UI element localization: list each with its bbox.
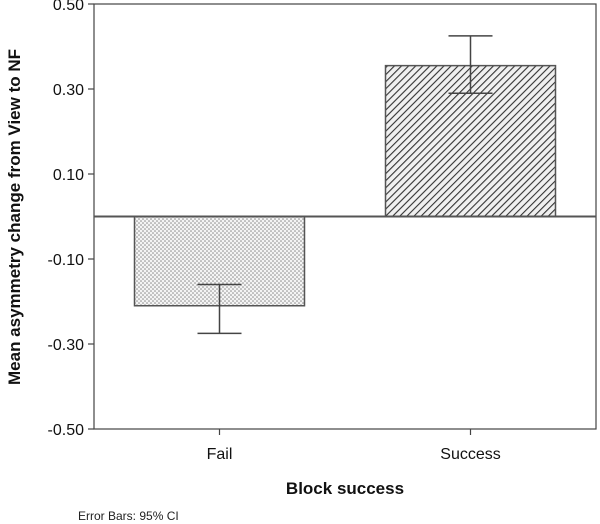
y-tick-label: 0.10 bbox=[53, 167, 84, 184]
y-tick-label: -0.50 bbox=[48, 422, 85, 439]
y-tick-label: -0.10 bbox=[48, 252, 85, 269]
x-tick-label-success: Success bbox=[440, 446, 500, 463]
error-bars-group bbox=[197, 35, 493, 335]
error-bars-footnote: Error Bars: 95% CI bbox=[78, 509, 179, 523]
y-tick-label: -0.30 bbox=[48, 337, 85, 354]
y-axis: 0.50 0.30 0.10 -0.10 -0.30 -0.50 bbox=[48, 0, 94, 439]
x-tick-label-fail: Fail bbox=[207, 446, 233, 463]
bars-group bbox=[133, 64, 557, 307]
x-axis: Fail Success bbox=[207, 429, 501, 463]
y-tick-label: 0.50 bbox=[53, 0, 84, 14]
y-axis-title: Mean asymmetry change from View to NF bbox=[5, 49, 24, 385]
x-axis-title: Block success bbox=[286, 479, 404, 498]
y-tick-label: 0.30 bbox=[53, 82, 84, 99]
